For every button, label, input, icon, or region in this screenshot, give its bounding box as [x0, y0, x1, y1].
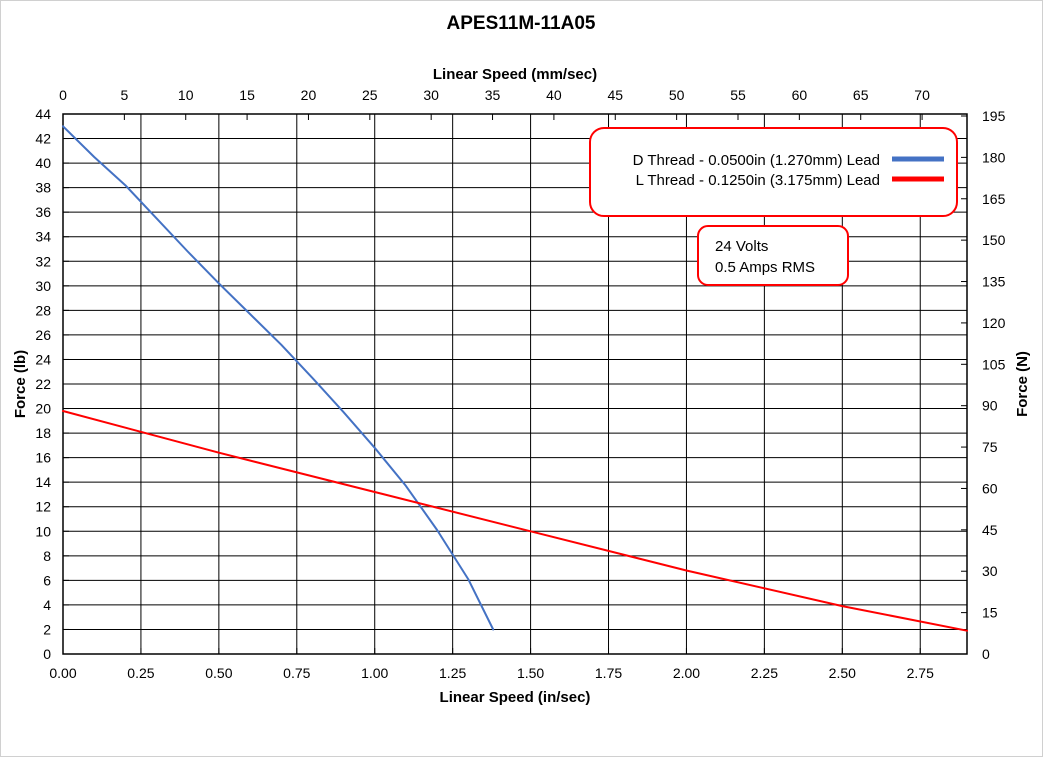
top-tick-label: 50	[669, 87, 685, 103]
bottom-tick-label: 1.00	[361, 665, 388, 681]
right-axis-title: Force (N)	[1014, 351, 1031, 417]
left-tick-label: 14	[35, 474, 51, 490]
top-tick-label: 35	[485, 87, 501, 103]
left-tick-label: 44	[35, 106, 51, 122]
bottom-tick-label: 2.25	[751, 665, 778, 681]
left-tick-label: 2	[43, 621, 51, 637]
left-axis-title: Force (lb)	[12, 350, 29, 418]
right-tick-label: 150	[982, 232, 1006, 248]
left-tick-label: 18	[35, 425, 51, 441]
annotation-box	[697, 225, 849, 286]
right-tick-label: 180	[982, 149, 1006, 165]
right-tick-label: 30	[982, 563, 998, 579]
tick-labels: 0.00 0.25 0.50 0.75 1.00 1.25 1.50 1.75 2.00 2.25…	[35, 87, 1005, 681]
bottom-axis-title: Linear Speed (in/sec)	[440, 689, 591, 706]
top-tick-label: 45	[607, 87, 623, 103]
bottom-tick-label: 0.00	[49, 665, 76, 681]
right-tick-label: 45	[982, 522, 998, 538]
bottom-tick-label: 2.50	[829, 665, 856, 681]
left-tick-label: 24	[35, 351, 51, 367]
left-tick-label: 20	[35, 401, 51, 417]
legend-label-l-thread: L Thread - 0.1250in (3.175mm) Lead	[636, 172, 880, 189]
left-tick-label: 6	[43, 572, 51, 588]
legend-label-d-thread: D Thread - 0.0500in (1.270mm) Lead	[633, 152, 880, 169]
top-tick-label: 15	[239, 87, 255, 103]
left-tick-label: 22	[35, 376, 51, 392]
top-tick-label: 20	[301, 87, 317, 103]
top-tick-label: 25	[362, 87, 378, 103]
top-tick-label: 10	[178, 87, 194, 103]
chart-title: APES11M-11A05	[447, 13, 596, 34]
right-tick-label: 135	[982, 274, 1006, 290]
right-tick-label: 165	[982, 191, 1006, 207]
left-tick-label: 26	[35, 327, 51, 343]
left-tick-label: 8	[43, 548, 51, 564]
top-tick-label: 5	[120, 87, 128, 103]
left-tick-label: 4	[43, 597, 51, 613]
top-tick-label: 70	[914, 87, 930, 103]
series-layer	[62, 125, 968, 632]
right-tick-label: 15	[982, 605, 998, 621]
series-line-l-thread	[62, 410, 968, 632]
right-tick-label: 105	[982, 356, 1006, 372]
top-tick-label: 65	[853, 87, 869, 103]
right-tick-label: 0	[982, 646, 990, 662]
left-tick-label: 34	[35, 229, 51, 245]
bottom-tick-label: 1.25	[439, 665, 466, 681]
axis-ticks	[62, 113, 967, 655]
bottom-tick-label: 1.50	[517, 665, 544, 681]
top-tick-label: 40	[546, 87, 562, 103]
left-tick-label: 42	[35, 131, 51, 147]
bottom-tick-label: 0.25	[127, 665, 154, 681]
top-tick-label: 55	[730, 87, 746, 103]
top-tick-label: 30	[423, 87, 439, 103]
legend: D Thread - 0.0500in (1.270mm) Lead L Thr…	[589, 127, 958, 217]
annotation-current: 0.5 Amps RMS	[715, 259, 815, 276]
right-tick-label: 60	[982, 480, 998, 496]
left-tick-label: 16	[35, 450, 51, 466]
top-tick-label: 0	[59, 87, 67, 103]
bottom-tick-label: 0.75	[283, 665, 310, 681]
right-tick-label: 195	[982, 108, 1006, 124]
left-tick-label: 10	[35, 523, 51, 539]
left-tick-label: 32	[35, 253, 51, 269]
top-axis-title: Linear Speed (mm/sec)	[433, 66, 597, 83]
right-tick-label: 90	[982, 398, 998, 414]
left-tick-label: 36	[35, 204, 51, 220]
bottom-tick-label: 2.75	[907, 665, 934, 681]
legend-box	[589, 127, 958, 217]
left-tick-label: 40	[35, 155, 51, 171]
left-tick-label: 28	[35, 302, 51, 318]
bottom-tick-label: 1.75	[595, 665, 622, 681]
right-tick-label: 120	[982, 315, 1006, 331]
left-tick-label: 38	[35, 180, 51, 196]
right-tick-label: 75	[982, 439, 998, 455]
top-tick-label: 60	[792, 87, 808, 103]
left-tick-label: 30	[35, 278, 51, 294]
bottom-tick-label: 0.50	[205, 665, 232, 681]
left-tick-label: 12	[35, 499, 51, 515]
series-line-d-thread	[62, 125, 495, 631]
annotation-voltage: 24 Volts	[715, 238, 768, 255]
bottom-tick-label: 2.00	[673, 665, 700, 681]
conditions-annotation: 24 Volts 0.5 Amps RMS	[697, 225, 849, 286]
left-tick-label: 0	[43, 646, 51, 662]
